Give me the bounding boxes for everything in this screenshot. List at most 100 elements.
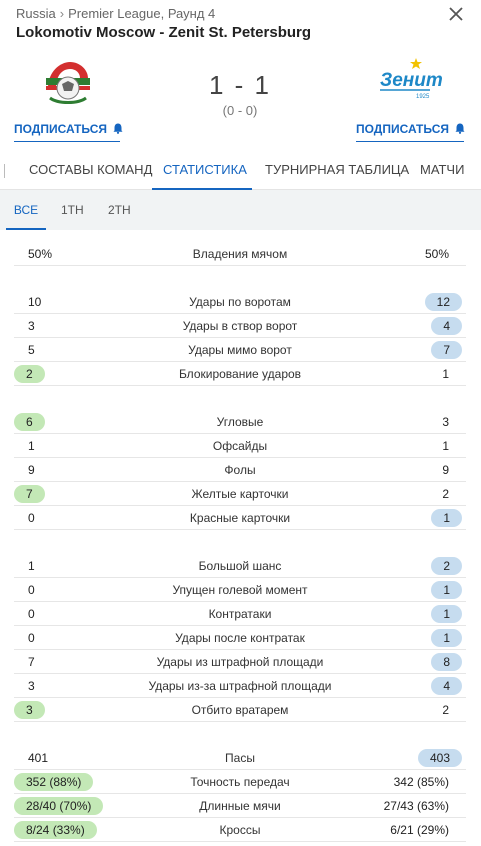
stat-row: 0 Контратаки 1 — [14, 602, 466, 626]
stat-home-text: 7 — [28, 655, 35, 669]
stat-row: 401 Пасы 403 — [14, 746, 466, 770]
stat-away-value: 8 — [431, 650, 462, 674]
stat-away-text: 1 — [431, 605, 462, 623]
stat-home-value: 401 — [14, 746, 48, 770]
stat-home-text: 10 — [28, 295, 42, 309]
stat-home-value: 6 — [14, 410, 45, 434]
stat-home-text: 8/24 (33%) — [14, 821, 97, 839]
stat-away-text: 27/43 (63%) — [383, 799, 449, 813]
period-second-half[interactable]: 2TH — [108, 203, 131, 217]
breadcrumb-country[interactable]: Russia — [16, 6, 56, 21]
stat-home-value: 7 — [14, 650, 35, 674]
stat-away-text: 12 — [424, 293, 462, 311]
stat-away-text: 1 — [431, 581, 462, 599]
stat-home-text: 6 — [14, 413, 45, 431]
period-first-half[interactable]: 1TH — [61, 203, 84, 217]
stat-name: Длинные мячи — [199, 799, 281, 813]
close-icon[interactable] — [446, 4, 466, 24]
stat-away-text: 3 — [442, 415, 449, 429]
bell-icon — [113, 117, 123, 143]
tab-divider — [4, 164, 5, 178]
stat-home-value: 1 — [14, 554, 35, 578]
stat-row: 3 Удары из-за штрафной площади 4 — [14, 674, 466, 698]
stat-name: Удары из штрафной площади — [156, 655, 324, 669]
stat-home-text: 5 — [28, 343, 35, 357]
stat-row: 3 Удары в створ ворот 4 — [14, 314, 466, 338]
stat-row: 352 (88%) Точность передач 342 (85%) — [14, 770, 466, 794]
stat-name: Отбито вратарем — [191, 703, 289, 717]
stat-away-value: 2 — [442, 482, 462, 506]
stat-row: 0 Красные карточки 1 — [14, 506, 466, 530]
stat-name: Владения мячом — [192, 247, 288, 261]
stat-name: Удары после контратак — [175, 631, 305, 645]
stat-row: 6 Угловые 3 — [14, 410, 466, 434]
stat-home-text: 0 — [28, 511, 35, 525]
stat-home-text: 3 — [14, 701, 45, 719]
stat-away-text: 9 — [442, 463, 449, 477]
stat-away-value: 6/21 (29%) — [390, 818, 462, 842]
stat-away-value: 9 — [442, 458, 462, 482]
stat-away-text: 2 — [442, 487, 449, 501]
stat-name: Кроссы — [219, 823, 261, 837]
stat-home-value: 352 (88%) — [14, 770, 94, 794]
stat-away-value: 1 — [442, 434, 462, 458]
stat-away-text: 4 — [431, 677, 462, 695]
stat-away-value: 1 — [431, 578, 462, 602]
subscribe-away-label: ПОДПИСАТЬСЯ — [356, 122, 449, 136]
stat-row: 1 Офсайды 1 — [14, 434, 466, 458]
stat-name: Красные карточки — [189, 511, 291, 525]
subscribe-home-button[interactable]: ПОДПИСАТЬСЯ — [14, 116, 123, 143]
away-team-logo[interactable]: Зенит 1925 — [378, 56, 443, 100]
tab-lineups[interactable]: СОСТАВЫ КОМАНД — [29, 162, 153, 177]
match-header: Russia › Premier League, Раунд 4 Lokomotiv… — [0, 0, 481, 190]
stat-name: Пасы — [225, 751, 255, 765]
tab-statistics[interactable]: СТАТИСТИКА — [152, 152, 252, 190]
stat-home-value: 1 — [14, 434, 35, 458]
stat-name: Удары мимо ворот — [188, 343, 292, 357]
stat-away-value: 403 — [417, 746, 462, 770]
stat-row: 10 Удары по воротам 12 — [14, 290, 466, 314]
stat-home-value: 10 — [14, 290, 41, 314]
tab-standings[interactable]: ТУРНИРНАЯ ТАБЛИЦА — [265, 162, 410, 177]
stat-away-text: 1 — [442, 439, 449, 453]
stat-home-value: 5 — [14, 338, 35, 362]
stat-home-value: 0 — [14, 626, 35, 650]
stat-name: Большой шанс — [198, 559, 282, 573]
breadcrumb-separator: › — [59, 6, 65, 21]
stat-name: Удары по воротам — [189, 295, 291, 309]
stat-away-text: 342 (85%) — [393, 775, 449, 789]
stat-name: Блокирование ударов — [178, 367, 302, 381]
stat-away-text: 6/21 (29%) — [390, 823, 449, 837]
stat-row: 50% Владения мячом 50% — [14, 242, 466, 266]
stat-away-value: 12 — [424, 290, 462, 314]
bell-icon — [455, 117, 465, 143]
stat-home-value: 9 — [14, 458, 35, 482]
stat-away-value: 3 — [442, 410, 462, 434]
stat-row: 0 Удары после контратак 1 — [14, 626, 466, 650]
svg-text:1925: 1925 — [416, 94, 430, 100]
stat-row: 1 Большой шанс 2 — [14, 554, 466, 578]
stat-home-value: 3 — [14, 698, 45, 722]
stat-row: 0 Упущен голевой момент 1 — [14, 578, 466, 602]
period-tabs: ВСЕ 1TH 2TH — [0, 190, 481, 230]
stat-home-value: 7 — [14, 482, 45, 506]
stat-row: 5 Удары мимо ворот 7 — [14, 338, 466, 362]
stat-name: Угловые — [216, 415, 264, 429]
period-all[interactable]: ВСЕ — [6, 190, 46, 230]
stat-name: Контратаки — [208, 607, 272, 621]
stat-name: Удары в створ ворот — [182, 319, 298, 333]
stat-row: 2 Блокирование ударов 1 — [14, 362, 466, 386]
stat-home-value: 3 — [14, 674, 35, 698]
tab-matches[interactable]: МАТЧИ — [420, 162, 465, 177]
halftime-score: (0 - 0) — [222, 103, 258, 118]
breadcrumb-league[interactable]: Premier League, Раунд 4 — [68, 6, 216, 21]
stat-home-text: 9 — [28, 463, 35, 477]
subscribe-away-button[interactable]: ПОДПИСАТЬСЯ — [356, 116, 465, 143]
stat-row: 7 Желтые карточки 2 — [14, 482, 466, 506]
stat-home-value: 8/24 (33%) — [14, 818, 97, 842]
stat-away-value: 27/43 (63%) — [384, 794, 462, 818]
home-team-logo[interactable] — [40, 58, 96, 106]
stat-row: 3 Отбито вратарем 2 — [14, 698, 466, 722]
stat-home-text: 50% — [28, 247, 53, 261]
match-title: Lokomotiv Moscow - Zenit St. Petersburg — [16, 24, 312, 41]
